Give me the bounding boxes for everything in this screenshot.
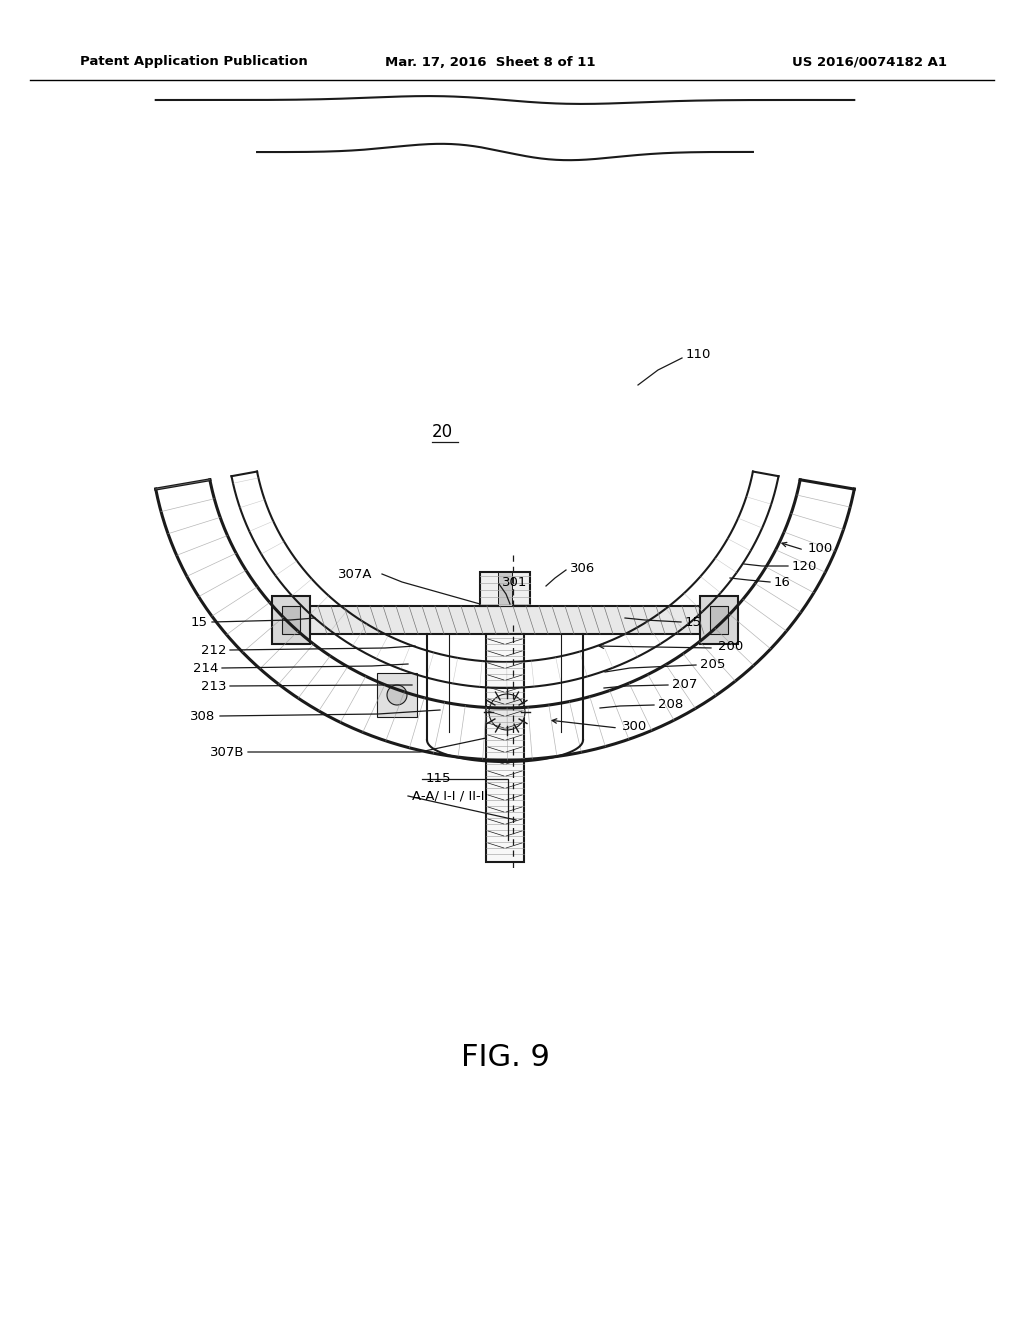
FancyBboxPatch shape: [486, 634, 524, 862]
Text: 120: 120: [792, 560, 817, 573]
Text: 213: 213: [201, 680, 226, 693]
Text: 100: 100: [808, 541, 834, 554]
Text: 308: 308: [189, 710, 215, 722]
FancyBboxPatch shape: [700, 597, 738, 644]
Text: US 2016/0074182 A1: US 2016/0074182 A1: [793, 55, 947, 69]
FancyBboxPatch shape: [310, 606, 700, 634]
FancyBboxPatch shape: [272, 597, 310, 644]
Text: FIG. 9: FIG. 9: [461, 1044, 550, 1072]
Text: 15: 15: [191, 615, 208, 628]
Circle shape: [489, 694, 525, 730]
FancyBboxPatch shape: [710, 606, 728, 634]
Text: 15: 15: [685, 615, 702, 628]
Text: 207: 207: [672, 678, 697, 692]
Text: 307A: 307A: [338, 568, 373, 581]
Text: 214: 214: [193, 661, 218, 675]
Text: 115: 115: [426, 772, 452, 785]
Text: 306: 306: [570, 561, 595, 574]
Text: 212: 212: [201, 644, 226, 656]
Text: 16: 16: [774, 576, 791, 589]
Text: A-A/ I-I / II-II: A-A/ I-I / II-II: [412, 789, 488, 803]
Text: 20: 20: [432, 422, 454, 441]
Text: Mar. 17, 2016  Sheet 8 of 11: Mar. 17, 2016 Sheet 8 of 11: [385, 55, 595, 69]
Circle shape: [387, 685, 407, 705]
Text: Patent Application Publication: Patent Application Publication: [80, 55, 308, 69]
Text: 208: 208: [658, 698, 683, 711]
FancyBboxPatch shape: [498, 572, 512, 606]
Text: 301: 301: [502, 576, 527, 589]
FancyBboxPatch shape: [377, 673, 417, 717]
FancyBboxPatch shape: [282, 606, 300, 634]
Text: 307B: 307B: [210, 746, 244, 759]
FancyBboxPatch shape: [480, 572, 530, 606]
Text: 110: 110: [686, 348, 712, 362]
Text: 300: 300: [622, 719, 647, 733]
Text: 200: 200: [718, 639, 743, 652]
Text: 205: 205: [700, 659, 725, 672]
